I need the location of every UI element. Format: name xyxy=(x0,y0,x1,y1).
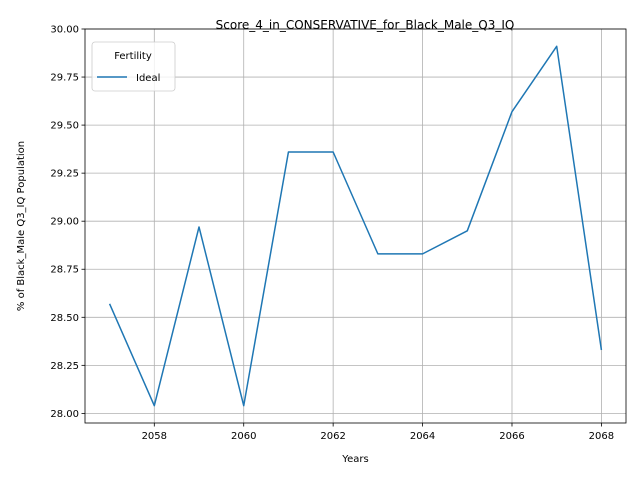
x-tick-label: 2064 xyxy=(410,431,435,442)
y-axis-ticks: 28.00 28.25 28.50 28.75 29.00 29.25 29.50 29.75… xyxy=(50,25,85,420)
y-tick-label: 29.00 xyxy=(50,217,79,228)
y-tick-label: 29.25 xyxy=(50,169,79,180)
x-axis-ticks: 2058 2060 2062 2064 2066 2068 xyxy=(142,423,614,442)
x-tick-label: 2060 xyxy=(231,431,256,442)
legend-title: Fertility xyxy=(114,51,152,62)
y-axis-label: % of Black_Male Q3_IQ Population xyxy=(16,141,27,311)
x-tick-label: 2066 xyxy=(499,431,524,442)
legend: Fertility Ideal xyxy=(91,41,176,92)
x-tick-label: 2068 xyxy=(589,431,614,442)
x-tick-label: 2062 xyxy=(320,431,345,442)
y-tick-label: 28.50 xyxy=(50,313,79,324)
y-tick-label: 29.75 xyxy=(50,73,79,84)
x-tick-label: 2058 xyxy=(142,431,167,442)
y-tick-label: 28.25 xyxy=(50,361,79,372)
y-tick-label: 30.00 xyxy=(50,25,79,36)
y-tick-label: 29.50 xyxy=(50,121,79,132)
y-tick-label: 28.00 xyxy=(50,409,79,420)
series-line-ideal xyxy=(108,45,603,407)
chart-title: Score_4_in_CONSERVATIVE_for_Black_Male_Q… xyxy=(216,18,515,32)
series-group xyxy=(108,45,603,407)
x-axis-label: Years xyxy=(341,454,368,465)
y-tick-label: 28.75 xyxy=(50,265,79,276)
plot-frame xyxy=(84,28,627,424)
legend-box xyxy=(91,41,176,92)
legend-label-ideal: Ideal xyxy=(136,73,160,84)
